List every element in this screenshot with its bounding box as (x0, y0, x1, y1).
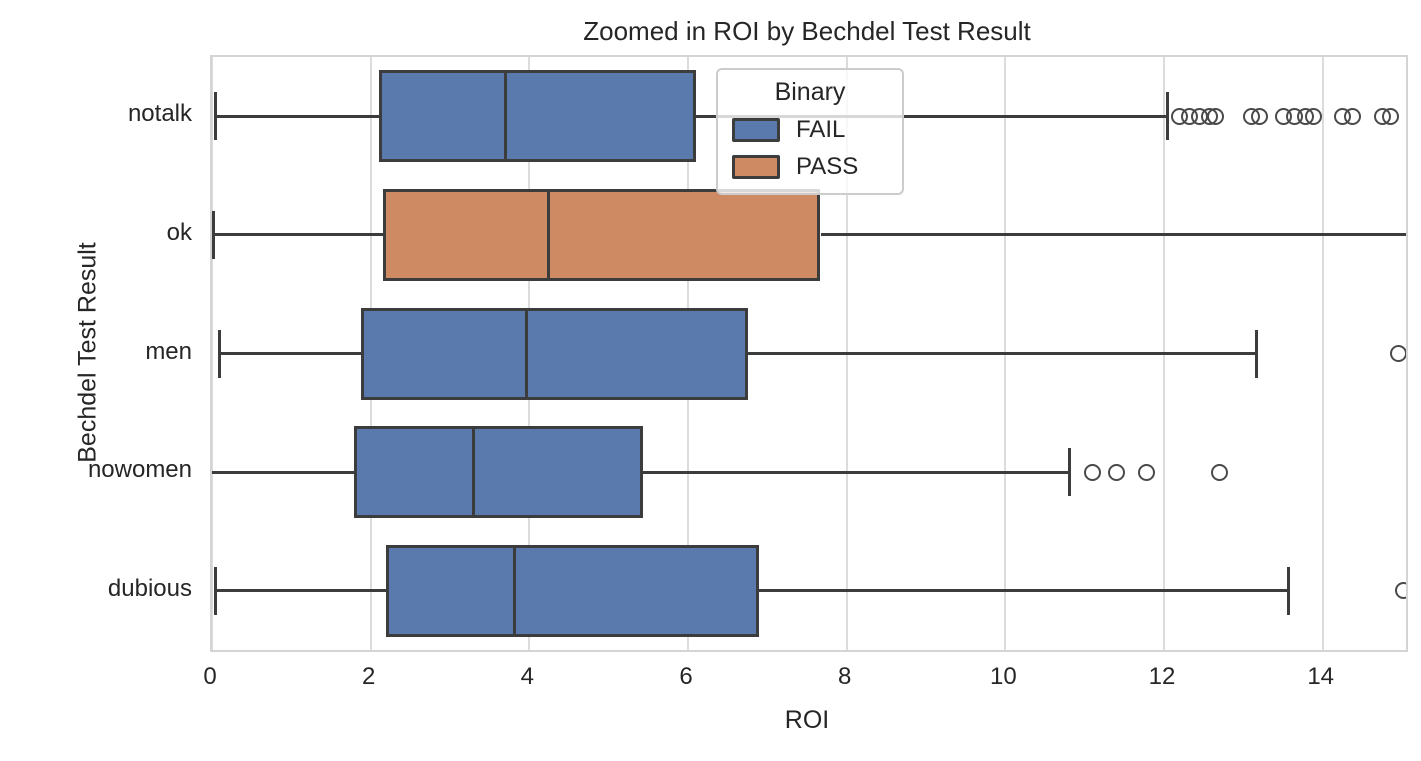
median-line (546, 188, 550, 281)
outlier-point (1389, 345, 1406, 362)
y-tick-label-notalk: notalk (127, 100, 192, 128)
chart-title: Zoomed in ROI by Bechdel Test Result (583, 16, 1031, 46)
whisker-low (212, 470, 355, 474)
x-tick-label: 8 (837, 663, 852, 690)
box-nowomen (354, 426, 643, 519)
whisker-high (695, 114, 1168, 118)
whisker-low (213, 233, 383, 237)
pass-color-swatch (732, 155, 780, 179)
legend-title: Binary (774, 78, 846, 106)
outlier-point (1250, 107, 1268, 125)
box-notalk (379, 70, 696, 163)
outlier-point (1138, 463, 1156, 481)
whisker-low (215, 114, 380, 118)
outlier-point (1395, 582, 1406, 600)
outlier-point (1207, 107, 1225, 125)
median-line (524, 307, 528, 400)
median-line (504, 70, 508, 163)
box-dubious (385, 544, 760, 637)
whisker-high (642, 470, 1070, 474)
outlier-point (1343, 107, 1361, 125)
median-line (512, 544, 516, 637)
x-tick-label: 2 (361, 663, 376, 690)
x-tick-label: 4 (520, 663, 534, 690)
whisker-cap-high (1068, 448, 1072, 497)
whisker-cap-low (218, 329, 222, 378)
box-ok (382, 188, 821, 281)
x-axis-label: ROI (784, 706, 830, 734)
median-line (471, 426, 475, 519)
outlier-point (1304, 107, 1322, 125)
outlier-point (1381, 107, 1399, 125)
whisker-low (219, 352, 362, 355)
box-men (361, 307, 748, 400)
whisker-cap-low (213, 92, 217, 141)
y-tick-label-ok: ok (166, 218, 192, 246)
y-tick-label-nowomen: nowomen (87, 456, 192, 484)
x-tick-label: 12 (1148, 663, 1176, 690)
outlier-point (1107, 463, 1125, 481)
x-tick-label: 14 (1307, 663, 1335, 690)
x-tick-label: 6 (679, 663, 693, 690)
legend: Binary FAIL PASS (716, 68, 904, 195)
gridline (212, 57, 213, 650)
legend-label-pass: PASS (796, 153, 859, 180)
x-tick-label: 10 (989, 663, 1017, 690)
whisker-high (820, 233, 1406, 237)
y-tick-label-dubious: dubious (107, 574, 192, 602)
whisker-cap-high (1287, 566, 1291, 615)
x-tick-label: 0 (203, 663, 217, 690)
outlier-point (1084, 463, 1102, 481)
whisker-high (759, 589, 1289, 593)
whisker-high (747, 352, 1257, 355)
whisker-cap-high (1254, 329, 1258, 378)
legend-label-fail: FAIL (796, 116, 846, 143)
whisker-cap-high (1166, 92, 1170, 141)
legend-entry-fail: FAIL (732, 116, 888, 144)
whisker-low (215, 589, 386, 593)
outlier-point (1211, 463, 1229, 481)
legend-entry-pass: PASS (732, 153, 888, 181)
whisker-cap-low (213, 566, 217, 615)
whisker-cap-low (212, 210, 216, 259)
fail-color-swatch (732, 118, 780, 142)
gridline (1321, 57, 1324, 650)
y-tick-label-men: men (145, 337, 192, 365)
plot-area: Binary FAIL PASS (210, 55, 1408, 652)
